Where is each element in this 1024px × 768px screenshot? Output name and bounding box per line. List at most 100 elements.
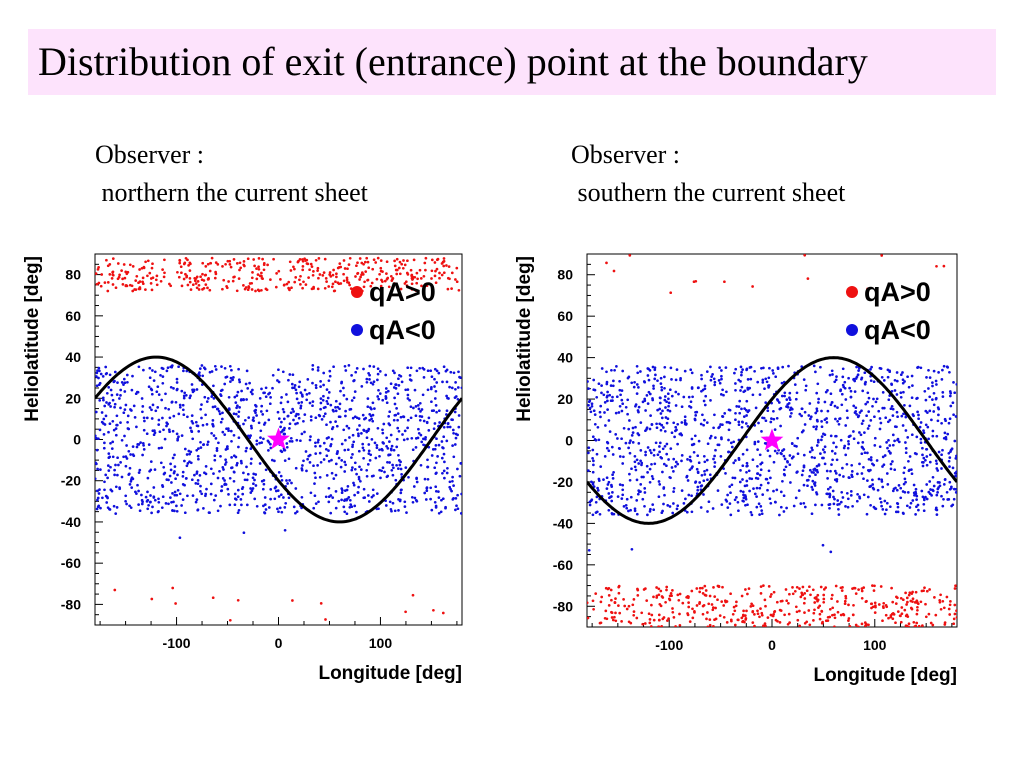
scatter-point — [150, 388, 154, 392]
scatter-point — [122, 411, 126, 415]
scatter-point — [592, 378, 596, 382]
scatter-point — [878, 366, 882, 370]
series-qa-positive — [587, 254, 957, 627]
scatter-point — [670, 394, 674, 398]
scatter-point — [801, 469, 805, 473]
scatter-point — [666, 392, 670, 396]
scatter-point — [919, 441, 923, 445]
scatter-point — [869, 602, 873, 606]
scatter-point — [833, 452, 837, 455]
scatter-point — [741, 478, 744, 481]
scatter-point — [587, 400, 591, 404]
scatter-point — [430, 375, 434, 379]
scatter-point — [607, 480, 611, 484]
scatter-point — [767, 376, 771, 380]
scatter-point — [279, 401, 283, 405]
scatter-point — [220, 485, 224, 488]
scatter-point — [447, 265, 451, 268]
scatter-point — [120, 381, 124, 384]
scatter-point — [860, 422, 864, 425]
scatter-point — [820, 438, 823, 442]
scatter-point — [146, 507, 150, 511]
scatter-point — [750, 513, 754, 517]
scatter-point — [114, 463, 117, 467]
scatter-point — [719, 423, 722, 426]
scatter-point — [624, 503, 628, 507]
scatter-point — [334, 280, 337, 284]
scatter-point — [97, 492, 101, 495]
scatter-point — [236, 488, 240, 492]
scatter-point — [606, 483, 610, 486]
scatter-point — [888, 418, 892, 422]
scatter-point — [850, 475, 854, 479]
scatter-point — [764, 624, 767, 627]
scatter-point — [939, 607, 943, 611]
scatter-point — [411, 278, 414, 281]
scatter-point — [687, 395, 691, 399]
scatter-point — [199, 490, 202, 493]
scatter-point — [938, 598, 942, 602]
scatter-point — [239, 398, 243, 402]
scatter-point — [745, 479, 749, 483]
scatter-point — [328, 369, 332, 373]
scatter-point — [429, 369, 433, 373]
scatter-point — [662, 486, 666, 489]
scatter-point — [326, 396, 330, 400]
scatter-point — [756, 440, 760, 443]
scatter-point — [258, 462, 262, 465]
scatter-point — [610, 598, 613, 602]
scatter-point — [348, 505, 352, 509]
scatter-point — [283, 432, 287, 436]
scatter-point — [745, 484, 749, 487]
scatter-point — [163, 437, 167, 441]
scatter-point — [836, 499, 840, 502]
scatter-point — [261, 487, 265, 491]
scatter-point — [190, 430, 194, 434]
scatter-point — [888, 369, 891, 373]
y-tick-label: 60 — [557, 308, 573, 324]
scatter-point — [634, 425, 637, 429]
scatter-point — [454, 387, 457, 391]
scatter-point — [171, 456, 175, 460]
scatter-point — [201, 374, 205, 378]
scatter-point — [940, 378, 944, 381]
scatter-point — [740, 616, 744, 620]
scatter-point — [605, 446, 609, 450]
scatter-point — [618, 611, 622, 615]
scatter-point — [448, 425, 452, 429]
scatter-point — [711, 606, 715, 609]
scatter-point — [376, 372, 380, 376]
scatter-point — [229, 429, 233, 433]
scatter-point — [210, 256, 214, 260]
scatter-point — [368, 378, 371, 381]
series-qa-negative — [587, 364, 957, 554]
scatter-point — [288, 422, 292, 426]
scatter-point — [708, 618, 712, 621]
scatter-point — [221, 430, 225, 434]
scatter-point — [269, 278, 272, 281]
scatter-point — [716, 598, 719, 602]
scatter-point — [653, 377, 657, 381]
scatter-point — [451, 479, 454, 483]
scatter-point — [369, 453, 373, 457]
scatter-point — [267, 418, 271, 422]
scatter-point — [130, 486, 134, 489]
scatter-point — [395, 272, 399, 276]
scatter-point — [316, 464, 319, 467]
scatter-point — [951, 466, 955, 470]
scatter-point — [866, 287, 869, 291]
scatter-point — [132, 404, 136, 408]
scatter-point — [334, 462, 338, 466]
scatter-point — [935, 383, 938, 386]
scatter-point — [694, 414, 698, 417]
scatter-point — [421, 393, 425, 397]
scatter-point — [397, 384, 401, 387]
scatter-point — [384, 373, 388, 377]
scatter-point — [888, 505, 892, 509]
scatter-point — [252, 416, 255, 420]
scatter-point — [614, 433, 618, 436]
scatter-point — [676, 422, 680, 426]
scatter-point — [426, 477, 430, 481]
scatter-point — [228, 259, 232, 263]
scatter-point — [711, 608, 715, 612]
